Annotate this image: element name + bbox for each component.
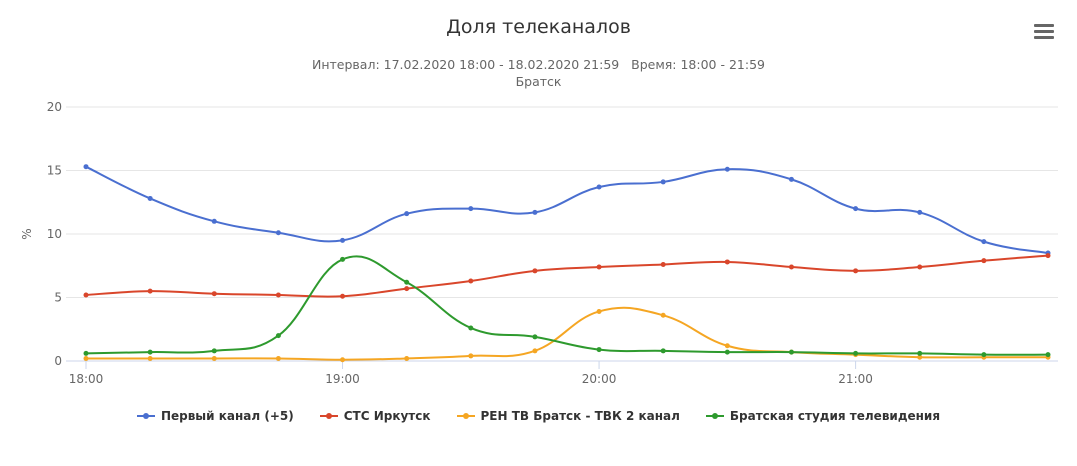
legend-item-3[interactable]: РЕН ТВ Братск - ТВК 2 канал xyxy=(456,409,680,423)
series-point-3 xyxy=(211,355,217,361)
chart-title: Доля телеканалов xyxy=(446,16,631,38)
legend-item-4[interactable]: Братская студия телевидения xyxy=(705,409,941,423)
series-point-1 xyxy=(468,206,474,212)
series-point-3 xyxy=(147,355,153,361)
chart-subtitle: Интервал: 17.02.2020 18:00 - 18.02.2020 … xyxy=(312,57,765,72)
series-point-4 xyxy=(532,334,538,340)
x-tick-label: 20:00 xyxy=(582,372,617,386)
series-point-4 xyxy=(340,256,346,262)
x-tick-label: 21:00 xyxy=(838,372,873,386)
series-point-2 xyxy=(596,264,602,270)
series-point-1 xyxy=(660,179,666,185)
series-point-4 xyxy=(468,325,474,331)
series-point-4 xyxy=(981,352,987,358)
series-point-4 xyxy=(596,347,602,353)
series-point-2 xyxy=(853,268,859,274)
legend-item-2[interactable]: СТС Иркутск xyxy=(319,409,431,423)
series-point-2 xyxy=(981,258,987,264)
series-point-1 xyxy=(724,166,730,172)
series-point-4 xyxy=(917,350,923,356)
series-point-2 xyxy=(340,293,346,299)
series-point-4 xyxy=(83,350,89,356)
series-point-4 xyxy=(660,348,666,354)
series-point-1 xyxy=(83,164,89,170)
series-point-4 xyxy=(724,349,730,355)
series-point-2 xyxy=(724,259,730,265)
series-point-3 xyxy=(724,343,730,349)
series-point-4 xyxy=(853,350,859,356)
series-point-3 xyxy=(83,355,89,361)
legend-swatch xyxy=(456,411,475,421)
series-point-2 xyxy=(83,292,89,298)
y-tick-label: 15 xyxy=(47,164,62,178)
series-point-1 xyxy=(275,230,281,236)
legend-swatch xyxy=(136,411,155,421)
series-point-4 xyxy=(275,333,281,339)
series-point-2 xyxy=(211,291,217,297)
legend-swatch xyxy=(705,411,724,421)
legend-label: СТС Иркутск xyxy=(343,409,431,423)
series-point-2 xyxy=(660,261,666,267)
series-point-2 xyxy=(275,292,281,298)
series-point-3 xyxy=(917,354,923,360)
y-tick-label: 10 xyxy=(47,227,62,241)
legend-swatch xyxy=(319,411,338,421)
series-point-3 xyxy=(340,357,346,363)
y-tick-label: 20 xyxy=(47,100,62,114)
chart-legend: Первый канал (+5) СТС Иркутск РЕН ТВ Братс… xyxy=(0,409,1077,423)
series-point-4 xyxy=(404,279,410,285)
y-axis-label: % xyxy=(20,228,34,239)
series-point-1 xyxy=(596,184,602,190)
series-point-1 xyxy=(404,211,410,217)
series-point-3 xyxy=(660,312,666,318)
series-line-2 xyxy=(85,254,1049,298)
series-line-3 xyxy=(85,306,1048,361)
series-point-1 xyxy=(917,209,923,215)
legend-label: РЕН ТВ Братск - ТВК 2 канал xyxy=(480,409,680,423)
x-tick-label: 19:00 xyxy=(325,372,360,386)
series-point-4 xyxy=(788,349,794,355)
chart-subtitle-city: Братск xyxy=(515,74,562,89)
series-point-1 xyxy=(147,195,153,201)
series-point-2 xyxy=(1045,253,1051,259)
series-point-2 xyxy=(788,264,794,270)
legend-label: Братская студия телевидения xyxy=(729,409,941,423)
series-point-3 xyxy=(404,355,410,361)
series-point-3 xyxy=(596,308,602,314)
series-point-2 xyxy=(404,286,410,292)
series-point-2 xyxy=(468,278,474,284)
series-line-4 xyxy=(85,255,1049,356)
y-tick-label: 0 xyxy=(54,354,62,368)
series-point-1 xyxy=(788,176,794,182)
series-point-4 xyxy=(1045,352,1051,358)
series-point-3 xyxy=(275,355,281,361)
series-point-2 xyxy=(917,264,923,270)
x-tick-label: 18:00 xyxy=(69,372,104,386)
hamburger-menu-icon[interactable] xyxy=(1031,24,1057,44)
series-line-1 xyxy=(85,165,1049,255)
series-point-1 xyxy=(211,218,217,224)
series-point-4 xyxy=(147,349,153,355)
series-point-3 xyxy=(532,348,538,354)
series-point-1 xyxy=(340,237,346,243)
series-point-2 xyxy=(147,288,153,294)
series-point-4 xyxy=(211,348,217,354)
series-point-1 xyxy=(532,209,538,215)
series-point-1 xyxy=(853,206,859,212)
legend-item-1[interactable]: Первый канал (+5) xyxy=(136,409,294,423)
series-point-2 xyxy=(532,268,538,274)
series-point-1 xyxy=(981,239,987,245)
legend-label: Первый канал (+5) xyxy=(160,409,294,423)
y-tick-label: 5 xyxy=(54,291,62,305)
series-point-3 xyxy=(468,353,474,359)
